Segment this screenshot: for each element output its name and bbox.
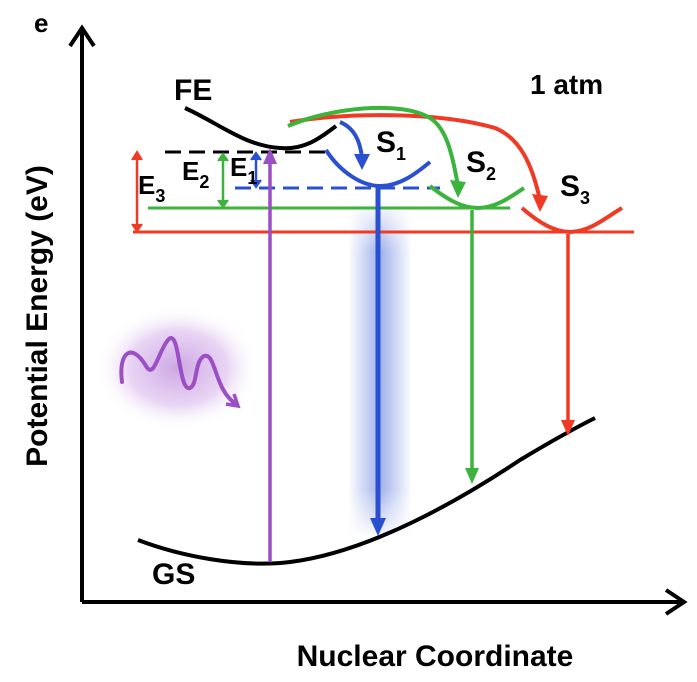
- s1-curve: [324, 148, 432, 189]
- e2-label: E2: [182, 156, 209, 192]
- s2-label: S2: [466, 146, 496, 184]
- e3-label: E3: [138, 170, 165, 206]
- s2-curve: [428, 184, 526, 211]
- s3-curve: [520, 206, 624, 235]
- gs-label: GS: [152, 558, 195, 591]
- relaxation-arrows: [287, 105, 548, 212]
- axes: [68, 24, 688, 616]
- energy-levels: [133, 150, 634, 234]
- y-axis-tip-label: e: [34, 8, 48, 38]
- x-axis-arrowhead: [664, 588, 688, 616]
- fe-curve: [184, 106, 338, 151]
- photon-squiggle: [96, 306, 260, 430]
- fe-label: FE: [174, 74, 212, 107]
- gs-curve: [137, 416, 596, 566]
- vertical-transitions: [263, 148, 575, 562]
- x-axis-label: Nuclear Coordinate: [297, 640, 574, 673]
- energy-gap-arrows: [131, 150, 262, 233]
- e1-label: E1: [230, 152, 257, 188]
- pressure-label: 1 atm: [530, 69, 603, 100]
- s1-label: S1: [376, 126, 406, 164]
- s3-label: S3: [560, 170, 590, 208]
- y-axis-label: Potential Energy (eV): [21, 165, 54, 467]
- y-axis-arrowhead: [68, 24, 96, 48]
